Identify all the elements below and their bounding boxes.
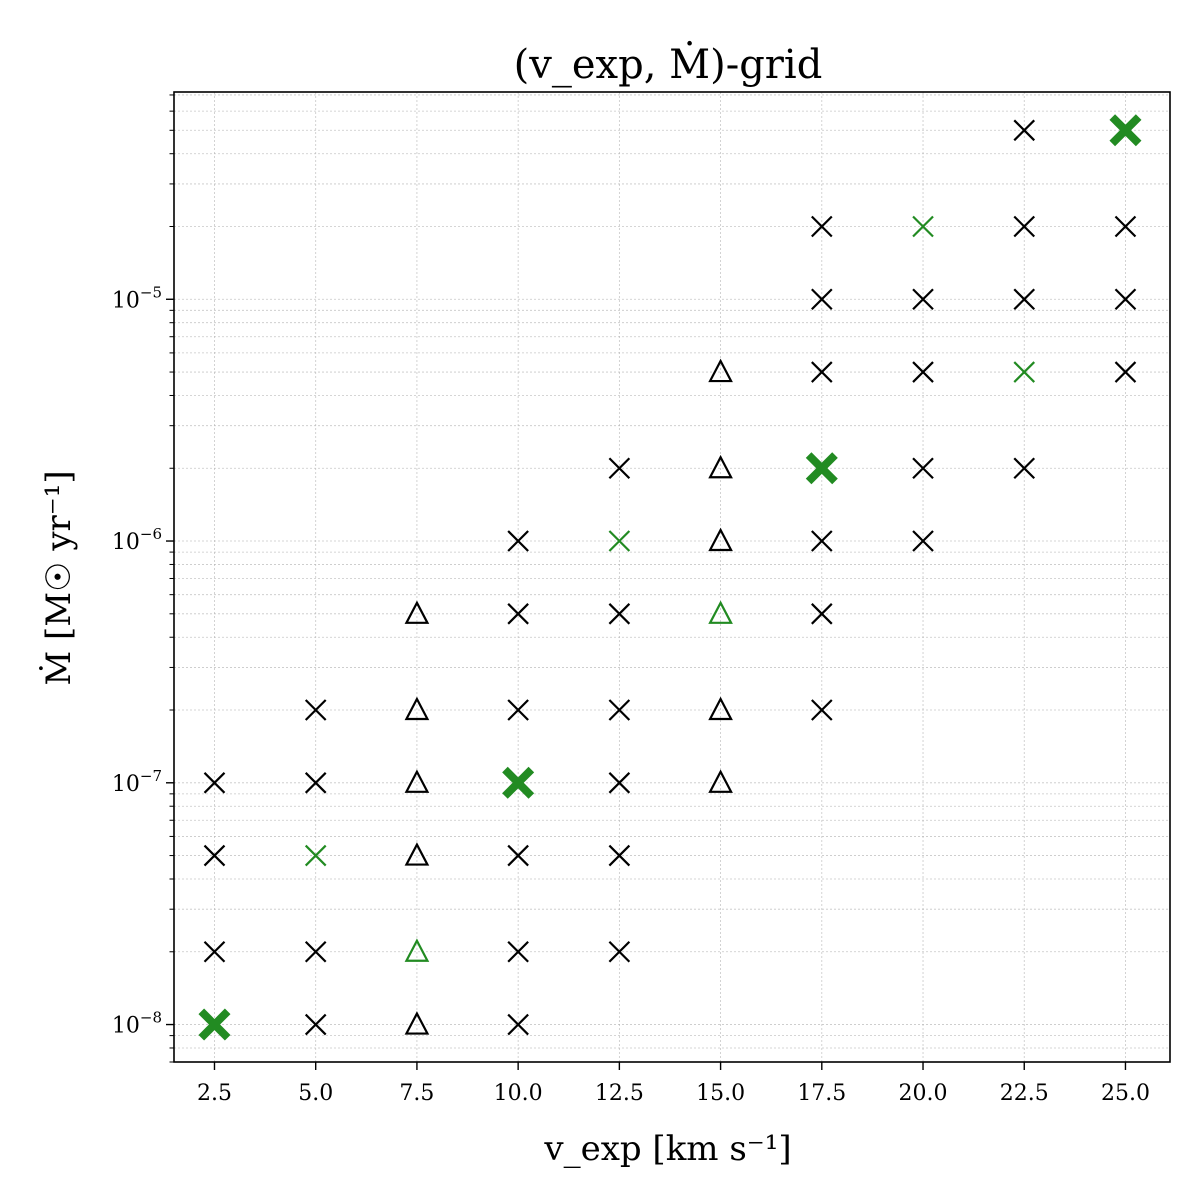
triangle-marker — [404, 696, 430, 721]
x-marker — [1013, 457, 1036, 480]
filled-x-marker — [198, 1008, 231, 1041]
triangle-marker — [404, 938, 430, 962]
x-tick-label: 10.0 — [494, 1081, 543, 1106]
x-marker — [1114, 288, 1137, 311]
y-tick-label: 10−5 — [112, 283, 162, 313]
x-marker — [1114, 215, 1137, 238]
triangle-marker — [708, 454, 733, 479]
x-tick-label: 2.5 — [197, 1081, 232, 1106]
filled-x-marker — [805, 452, 838, 485]
x-marker — [507, 940, 529, 963]
axis-ticks: 2.5 5.0 7.5 10.0 12.5 15.0 17.5 20.0 22.5 25.0 10−… — [112, 94, 1150, 1106]
x-tick-label: 17.5 — [797, 1081, 846, 1106]
x-marker — [912, 530, 934, 552]
triangle-marker — [708, 696, 733, 721]
x-tick-label: 20.0 — [899, 1081, 948, 1106]
x-marker — [507, 699, 529, 721]
x-marker — [811, 603, 833, 625]
x-tick-label: 15.0 — [696, 1081, 745, 1106]
triangle-marker — [708, 769, 733, 793]
triangle-marker — [404, 600, 430, 624]
x-marker — [608, 699, 631, 721]
chart-title: (v_exp, Ṁ)-grid — [514, 41, 823, 88]
y-tick-label: 10−6 — [112, 525, 162, 555]
x-marker — [203, 772, 226, 794]
x-marker — [304, 772, 327, 794]
data-markers — [198, 114, 1142, 1041]
x-marker — [304, 844, 327, 867]
triangle-marker — [708, 527, 733, 552]
triangle-marker — [404, 842, 430, 866]
x-tick-label: 7.5 — [399, 1081, 434, 1106]
x-axis-label: v_exp [km s⁻¹] — [543, 1129, 791, 1169]
x-marker — [608, 940, 631, 963]
x-tick-label: 12.5 — [595, 1081, 644, 1106]
x-tick-label: 5.0 — [298, 1081, 333, 1106]
x-marker — [608, 603, 631, 625]
x-marker — [608, 772, 631, 794]
x-tick-label: 22.5 — [1000, 1081, 1049, 1106]
x-marker — [1013, 215, 1036, 238]
x-marker — [1013, 288, 1036, 311]
x-marker — [507, 1013, 529, 1036]
x-marker — [203, 940, 226, 963]
x-marker — [1013, 119, 1036, 142]
x-marker — [811, 288, 833, 311]
x-marker — [811, 699, 833, 721]
x-marker — [507, 603, 529, 625]
filled-x-marker — [1109, 114, 1142, 147]
x-marker — [912, 457, 934, 480]
triangle-marker — [708, 600, 733, 624]
x-marker — [608, 457, 631, 480]
x-marker — [912, 361, 934, 383]
x-marker — [811, 361, 833, 383]
x-marker — [507, 844, 529, 867]
y-axis-label: Ṁ [M☉ yr⁻¹] — [39, 470, 79, 685]
x-marker — [203, 844, 226, 867]
x-tick-label: 25.0 — [1101, 1081, 1150, 1106]
x-marker — [608, 530, 631, 552]
y-tick-label: 10−8 — [112, 1009, 162, 1039]
filled-x-marker — [502, 766, 535, 799]
triangle-marker — [404, 1011, 430, 1035]
x-marker — [1114, 361, 1137, 383]
x-marker — [912, 215, 934, 238]
x-marker — [304, 699, 327, 721]
y-tick-label: 10−7 — [112, 767, 162, 797]
plot-area-frame — [173, 91, 1171, 1063]
grid-lines — [174, 92, 1170, 1063]
x-marker — [811, 215, 833, 238]
x-marker — [912, 288, 934, 311]
x-marker — [608, 844, 631, 867]
x-marker — [304, 940, 327, 963]
triangle-marker — [404, 769, 430, 793]
x-marker — [507, 530, 529, 552]
x-marker — [811, 530, 833, 552]
triangle-marker — [708, 358, 733, 383]
x-marker — [304, 1013, 327, 1036]
x-marker — [1013, 361, 1036, 383]
